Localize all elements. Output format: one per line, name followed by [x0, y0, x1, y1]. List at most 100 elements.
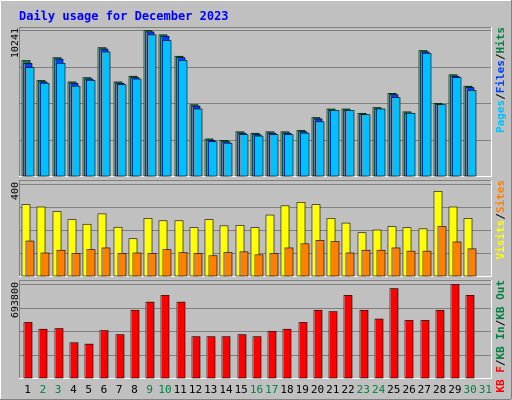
bar-pages-day-13-outline [208, 141, 218, 177]
bar-sites-day-9 [148, 253, 156, 276]
bar-sites-day-28 [438, 226, 446, 276]
bar-sites-day-3 [57, 250, 65, 276]
bar-sites-day-11 [179, 252, 187, 276]
bar-pages-day-20-outline [315, 121, 325, 177]
bar-visits-day-19 [297, 202, 305, 276]
bar-pages-day-15 [240, 134, 248, 176]
bar-visits-day-18 [281, 205, 289, 276]
legend-visits_panel: Visits/Sites [494, 180, 507, 260]
legend-entry-1: / [494, 359, 507, 366]
day-label-6: 6 [101, 383, 108, 396]
day-label-19: 19 [296, 383, 309, 396]
bar-kbytes-day-1-outline [23, 322, 33, 379]
bar-pages-day-13 [209, 141, 217, 176]
bar-kbytes-day-25-outline [389, 288, 399, 379]
bar-pages-day-24 [377, 108, 385, 176]
bar-kbytes-day-18-outline [282, 328, 292, 379]
bar-pages-day-22-outline [345, 110, 355, 177]
bar-kbytes-day-19 [299, 322, 307, 378]
bar-sites-day-8 [133, 253, 141, 276]
bar-kbytes-day-7-outline [115, 334, 125, 379]
bar-pages-day-24-outline [376, 108, 386, 177]
bar-visits-day-4 [68, 219, 76, 276]
bar-sites-day-5-outline [86, 249, 96, 277]
legend-hits_panel: Pages/Files/Hits [494, 27, 507, 133]
bar-pages-day-7-outline [117, 84, 127, 177]
bar-sites-day-16 [255, 254, 263, 276]
bar-pages-day-23-outline [361, 114, 371, 177]
bar-pages-day-9-outline [147, 34, 157, 177]
day-label-30: 30 [463, 383, 476, 396]
bar-kbytes-day-16-outline [252, 336, 262, 379]
bar-pages-day-19-outline [300, 132, 310, 177]
bar-pages-day-18 [285, 134, 293, 176]
bar-kbytes-day-20-outline [313, 309, 323, 379]
visits_panel: 400 Visits/Sites [10, 180, 507, 277]
bar-kbytes-day-27-outline [420, 320, 430, 379]
bar-kbytes-day-14 [222, 336, 230, 378]
day-label-2: 2 [40, 383, 47, 396]
day-label-8: 8 [131, 383, 138, 396]
bar-sites-day-23-outline [361, 249, 371, 277]
day-label-10: 10 [158, 383, 171, 396]
day-label-29: 29 [448, 383, 461, 396]
bar-pages-day-21 [331, 110, 339, 176]
bar-kbytes-day-4-outline [69, 342, 79, 379]
day-label-25: 25 [387, 383, 400, 396]
bar-pages-day-11 [179, 60, 187, 176]
bar-pages-day-10 [163, 40, 171, 176]
bar-pages-day-18-outline [284, 134, 294, 177]
bar-kbytes-day-11-outline [176, 301, 186, 379]
bar-pages-day-21-outline [330, 110, 340, 177]
bar-sites-day-5 [87, 249, 95, 276]
bar-kbytes-day-28 [436, 310, 444, 378]
bar-visits-day-29 [449, 207, 457, 276]
bar-sites-day-7-outline [117, 253, 127, 277]
bar-sites-day-29 [453, 241, 461, 276]
bar-kbytes-day-1 [24, 322, 32, 378]
bar-kbytes-day-25 [390, 288, 398, 378]
bar-sites-day-14-outline [223, 252, 233, 277]
bar-kbytes-day-10-outline [160, 295, 170, 379]
legend-entry-2: KB In [494, 326, 507, 359]
bar-kbytes-day-22 [344, 295, 352, 378]
y-tick-label: 693800 [10, 282, 21, 318]
bar-pages-day-9 [148, 34, 156, 177]
bar-kbytes-day-24-outline [374, 318, 384, 379]
bar-pages-day-22 [346, 110, 354, 176]
bar-sites-day-30-outline [467, 248, 477, 277]
legend-entry-4: Hits [494, 27, 507, 54]
bar-kbytes-day-23 [360, 310, 368, 378]
bar-visits-day-15 [236, 225, 244, 276]
bar-sites-day-13 [209, 255, 217, 276]
bar-sites-day-10-outline [162, 249, 172, 277]
chart-title: Daily usage for December 2023 [19, 9, 229, 23]
bar-sites-day-26 [407, 251, 415, 276]
bar-pages-day-3 [57, 63, 65, 176]
bar-pages-day-7 [118, 84, 126, 176]
bar-pages-day-5-outline [86, 80, 96, 177]
bar-kbytes-day-28-outline [435, 309, 445, 379]
bar-sites-day-4-outline [71, 253, 81, 277]
bar-pages-day-25 [392, 97, 400, 176]
bar-pages-day-29 [453, 77, 461, 176]
bar-sites-day-30 [468, 248, 476, 276]
bar-sites-day-6 [102, 247, 110, 276]
bar-pages-day-19 [301, 133, 309, 176]
bar-pages-day-16-outline [254, 135, 264, 177]
bar-kbytes-day-12-outline [191, 336, 201, 379]
bar-kbytes-day-3 [55, 328, 63, 378]
bar-kbytes-day-17 [268, 331, 276, 378]
bar-sites-day-12 [194, 253, 202, 276]
bar-kbytes-day-29-outline [450, 284, 460, 379]
bar-sites-day-15 [240, 251, 248, 276]
day-label-18: 18 [280, 383, 293, 396]
bar-kbytes-day-13 [207, 336, 215, 378]
bar-kbytes-day-8-outline [130, 309, 140, 379]
bar-visits-day-13 [205, 219, 213, 276]
bar-kbytes-day-30 [466, 295, 474, 378]
bar-kbytes-day-11 [177, 302, 185, 378]
bar-sites-day-11-outline [178, 252, 188, 277]
bar-pages-day-6 [102, 51, 110, 176]
